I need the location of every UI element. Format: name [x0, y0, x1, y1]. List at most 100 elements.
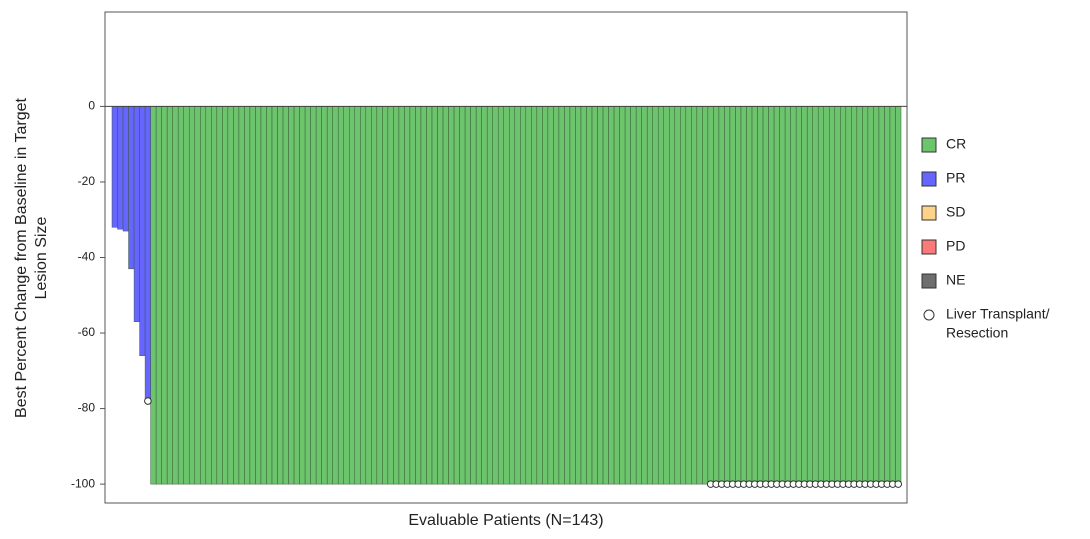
- bar: [255, 106, 262, 485]
- bar: [685, 106, 692, 485]
- bar: [249, 106, 256, 485]
- bar: [602, 106, 609, 485]
- legend-label: PD: [946, 238, 965, 254]
- bar: [194, 106, 201, 485]
- bar: [729, 106, 736, 485]
- bar: [784, 106, 791, 485]
- bar: [492, 106, 499, 485]
- bar: [227, 106, 234, 485]
- bar: [404, 106, 411, 485]
- bar: [845, 106, 852, 485]
- bar: [773, 106, 780, 485]
- bar: [382, 106, 389, 485]
- bar: [222, 106, 229, 485]
- bar: [415, 106, 422, 485]
- bar: [536, 106, 543, 485]
- bar: [459, 106, 466, 485]
- bar: [542, 106, 549, 485]
- bar: [453, 106, 460, 485]
- bar: [299, 106, 306, 485]
- bar: [354, 106, 361, 485]
- bar: [360, 106, 367, 485]
- y-tick-label: -60: [78, 325, 96, 339]
- bar: [211, 106, 218, 485]
- bar: [696, 106, 703, 485]
- bar: [779, 106, 786, 485]
- legend-label: CR: [946, 136, 966, 152]
- bar: [707, 106, 714, 485]
- bar: [420, 106, 427, 485]
- bar: [586, 106, 593, 485]
- bar: [674, 106, 681, 485]
- bar: [111, 106, 118, 228]
- legend-swatch: [921, 171, 937, 187]
- bar: [762, 106, 769, 485]
- bar: [177, 106, 184, 485]
- bar: [277, 106, 284, 485]
- legend-label: NE: [946, 272, 965, 288]
- bar: [133, 106, 140, 322]
- bar: [531, 106, 538, 485]
- bar: [426, 106, 433, 485]
- bar: [260, 106, 267, 485]
- bar: [591, 106, 598, 485]
- bar: [740, 106, 747, 485]
- bar: [244, 106, 251, 485]
- bar: [691, 106, 698, 485]
- legend-label: SD: [946, 204, 965, 220]
- bar: [884, 106, 891, 485]
- bar: [619, 106, 626, 485]
- bar: [282, 106, 289, 485]
- bar: [873, 106, 880, 485]
- bar: [161, 106, 168, 485]
- bar: [713, 106, 720, 485]
- bar: [569, 106, 576, 485]
- bar: [497, 106, 504, 485]
- bar: [343, 106, 350, 485]
- bar: [326, 106, 333, 485]
- bar: [481, 106, 488, 485]
- bar: [150, 106, 157, 485]
- bar: [817, 106, 825, 485]
- legend-marker: [923, 309, 935, 321]
- bar: [547, 106, 554, 485]
- legend-label: PR: [946, 170, 965, 186]
- bar: [166, 106, 173, 485]
- bar: [646, 106, 653, 485]
- x-axis-label: Evaluable Patients (N=143): [408, 512, 603, 529]
- bar: [139, 106, 146, 356]
- bar: [442, 106, 449, 485]
- bar: [448, 106, 455, 485]
- bar: [580, 106, 587, 485]
- bar: [702, 106, 709, 485]
- bar: [812, 106, 819, 485]
- bar: [801, 106, 808, 485]
- bar: [464, 106, 471, 485]
- legend-swatch: [921, 205, 937, 221]
- bar: [790, 106, 797, 485]
- bar: [553, 106, 560, 485]
- bar: [349, 106, 356, 485]
- bar: [216, 106, 223, 485]
- bar: [409, 106, 416, 485]
- bar: [393, 106, 400, 485]
- transplant-marker: [894, 480, 903, 488]
- bar: [735, 106, 742, 485]
- bar: [829, 106, 836, 485]
- bar: [624, 106, 631, 485]
- bar: [867, 106, 874, 485]
- bar: [895, 106, 902, 485]
- bar: [128, 106, 135, 270]
- bar: [795, 106, 802, 485]
- bar: [806, 106, 813, 485]
- bar: [470, 106, 477, 485]
- bar: [525, 106, 532, 485]
- bar: [724, 106, 731, 485]
- legend-swatch: [921, 239, 937, 255]
- bar: [840, 106, 847, 485]
- bar: [558, 106, 565, 485]
- y-tick-label: -100: [71, 476, 95, 490]
- bar: [851, 106, 858, 485]
- y-axis-label: Best Percent Change from Baseline in Tar…: [13, 98, 30, 418]
